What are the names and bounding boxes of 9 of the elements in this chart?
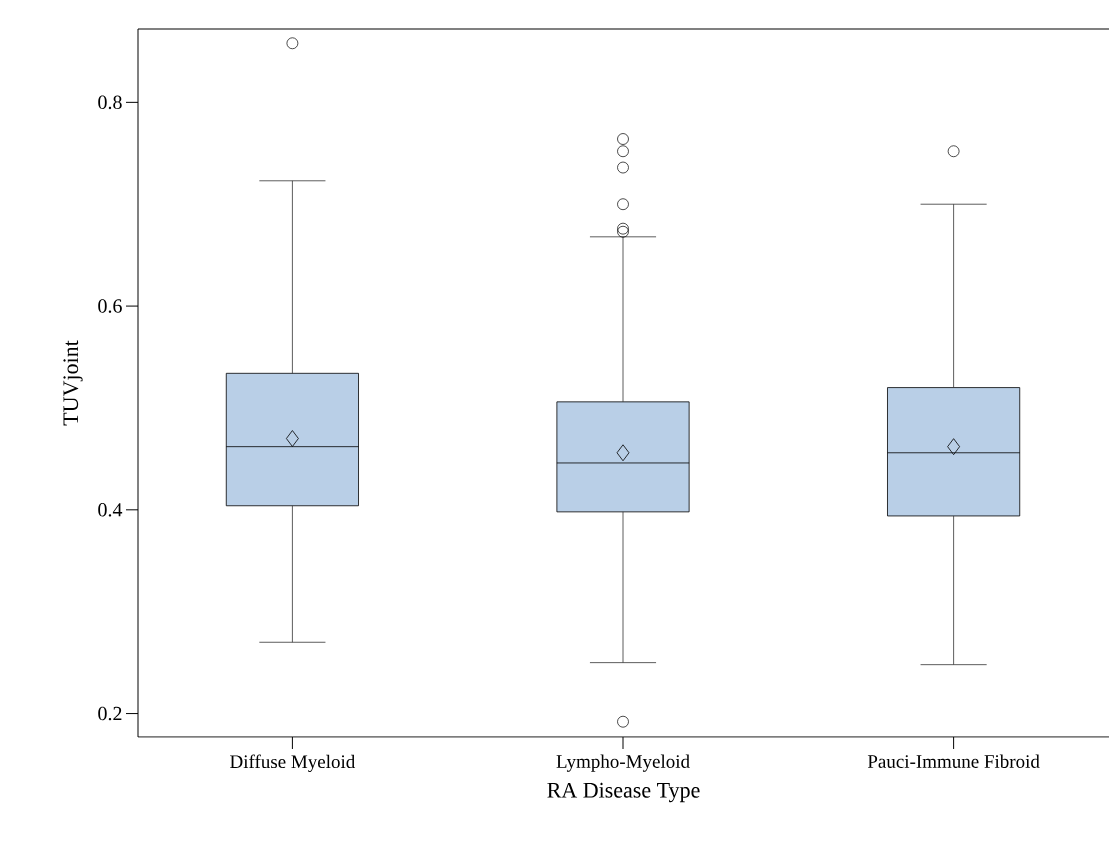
y-tick-label: 0.8	[98, 95, 122, 110]
x-tick-label: Diffuse Myeloid	[230, 754, 356, 772]
x-tick-label: Pauci-Immune Fibroid	[867, 754, 1040, 768]
x-tick-label: Lympho-Myeloid	[556, 754, 690, 772]
y-axis-title: TUVjoint	[63, 340, 83, 426]
y-tick-label: 0.6	[98, 299, 122, 313]
y-tick-label: 0.4	[98, 503, 123, 517]
x-axis-title: RA Disease Type	[547, 782, 700, 803]
y-tick-label: 0.2	[98, 706, 122, 721]
